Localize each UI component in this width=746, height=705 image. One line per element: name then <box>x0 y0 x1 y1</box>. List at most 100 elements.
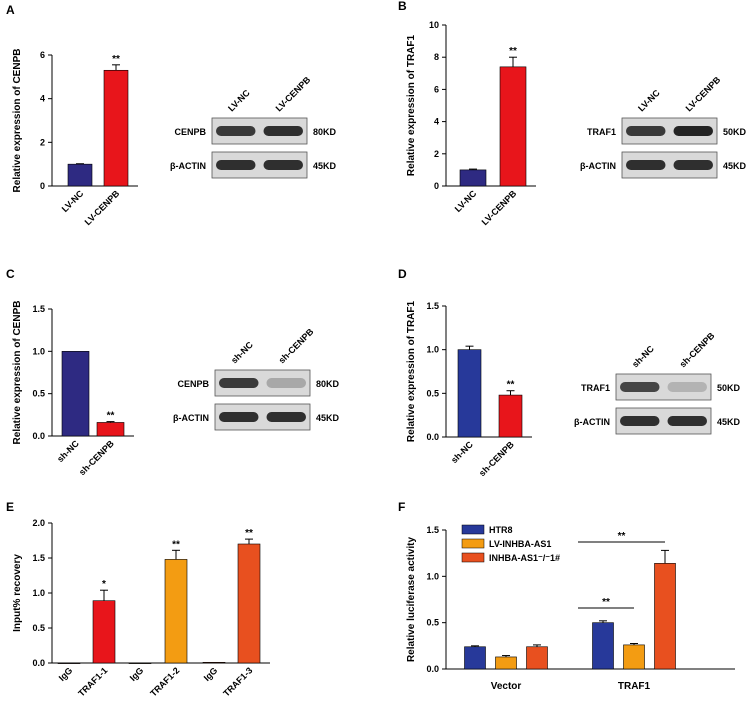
panel-F: F 0.0 0.5 1.0 1.5 Relative luciferase activit… <box>398 500 735 692</box>
y-tick-label: 1.0 <box>426 345 439 355</box>
y-tick-label: 0.5 <box>32 623 45 633</box>
blot-lane-label: LV-NC <box>636 87 662 113</box>
blot-protein-label: β-ACTIN <box>580 161 616 171</box>
legend-label: LV-INHBA-AS1 <box>489 539 551 549</box>
blot-protein-label: TRAF1 <box>587 127 616 137</box>
panel-D: D 0.0 0.5 1.0 1.5 Relative expression of TRAF… <box>398 267 741 478</box>
significance-label: ** <box>112 54 120 65</box>
bar <box>96 422 125 437</box>
x-tick-label: TRAF1-1 <box>76 665 109 698</box>
x-tick-label: sh-CENPB <box>77 438 116 477</box>
bar <box>164 559 188 664</box>
blot-size-label: 45KD <box>316 413 340 423</box>
blot-lane-label: sh-CENPB <box>277 326 316 365</box>
panel-label: F <box>398 500 405 514</box>
x-tick-label: LV-CENPB <box>83 188 122 227</box>
x-tick-label: sh-CENPB <box>477 439 516 478</box>
y-tick-label: 2 <box>434 149 439 159</box>
panel-label: A <box>6 3 15 17</box>
x-tick-label: sh-NC <box>55 438 81 464</box>
blot-band <box>219 412 259 422</box>
blot-lane-label: sh-NC <box>229 339 255 365</box>
x-tick-label: LV-NC <box>453 188 479 214</box>
bar <box>495 656 517 670</box>
panel-label: D <box>398 267 407 281</box>
bar <box>464 646 486 670</box>
y-tick-label: 1.5 <box>32 304 45 314</box>
bar <box>459 169 487 187</box>
x-tick-label: sh-NC <box>449 439 475 465</box>
y-tick-label: 10 <box>429 20 439 30</box>
blot-band <box>620 382 660 392</box>
blot-size-label: 50KD <box>717 383 741 393</box>
bar <box>67 163 93 187</box>
blot-lane-label: sh-CENPB <box>678 330 717 369</box>
bar <box>526 646 548 670</box>
blot-lane-label: LV-CENPB <box>684 74 723 113</box>
blot-band <box>266 412 306 422</box>
blot-protein-label: β-ACTIN <box>170 161 206 171</box>
y-tick-label: 1.0 <box>426 571 439 581</box>
blot-protein-label: CENPB <box>174 127 206 137</box>
bar <box>592 622 614 670</box>
y-tick-label: 0.5 <box>426 618 439 628</box>
blot-band <box>266 378 306 388</box>
panel-A: A 0 2 4 6 Relative expression of CENPB LV-NC **… <box>6 3 337 227</box>
x-tick-label: LV-CENPB <box>480 188 519 227</box>
y-axis-label: Relative expression of CENPB <box>12 301 23 445</box>
blot-band <box>626 126 666 136</box>
significance-label: ** <box>172 539 180 550</box>
y-tick-label: 0.0 <box>32 658 45 668</box>
y-tick-label: 6 <box>40 50 45 60</box>
y-tick-label: 2 <box>40 137 45 147</box>
blot-protein-label: β-ACTIN <box>173 413 209 423</box>
y-tick-label: 1.0 <box>32 588 45 598</box>
y-tick-label: 1.0 <box>32 346 45 356</box>
legend-swatch <box>461 524 485 535</box>
y-tick-label: 0.5 <box>32 389 45 399</box>
blot-size-label: 80KD <box>313 127 337 137</box>
blot-band <box>673 160 713 170</box>
bar <box>57 662 81 664</box>
y-axis-label: Relative expression of TRAF1 <box>406 34 417 176</box>
y-tick-label: 1.5 <box>426 525 439 535</box>
bar <box>128 662 152 664</box>
blot-band <box>219 378 259 388</box>
bar <box>654 563 676 670</box>
panel-B: B 0 2 4 6 8 10 Relative expression of TRAF1 LV-N… <box>398 0 746 227</box>
significance-label: ** <box>107 411 115 422</box>
blot-band <box>263 126 303 136</box>
x-tick-label: TRAF1-3 <box>221 665 254 698</box>
x-tick-label: TRAF1 <box>618 681 651 692</box>
panel-label: C <box>6 267 15 281</box>
bar <box>202 661 226 664</box>
y-axis-label: Input% recovery <box>12 554 23 632</box>
y-tick-label: 0.5 <box>426 388 439 398</box>
panel-label: E <box>6 500 14 514</box>
y-tick-label: 8 <box>434 52 439 62</box>
bar <box>237 543 261 664</box>
y-tick-label: 1.5 <box>32 553 45 563</box>
blot-lane-label: sh-NC <box>630 343 656 369</box>
bar <box>498 394 523 438</box>
panel-label: B <box>398 0 407 13</box>
blot-band <box>673 126 713 136</box>
y-tick-label: 0.0 <box>426 432 439 442</box>
blot-size-label: 45KD <box>723 161 746 171</box>
y-tick-label: 1.5 <box>426 301 439 311</box>
y-tick-label: 0 <box>434 181 439 191</box>
bar <box>623 644 645 670</box>
x-tick-label: Vector <box>491 681 522 692</box>
y-tick-label: 0.0 <box>32 431 45 441</box>
blot-band <box>216 126 256 136</box>
legend-swatch <box>461 552 485 563</box>
blot-band <box>667 382 707 392</box>
blot-band <box>620 416 660 426</box>
legend-swatch <box>461 538 485 549</box>
x-tick-label: IgG <box>128 665 146 683</box>
blot-protein-label: β-ACTIN <box>574 417 610 427</box>
significance-label: ** <box>509 46 517 57</box>
x-tick-label: TRAF1-2 <box>148 665 181 698</box>
significance-label: ** <box>602 597 610 608</box>
y-tick-label: 0.0 <box>426 664 439 674</box>
